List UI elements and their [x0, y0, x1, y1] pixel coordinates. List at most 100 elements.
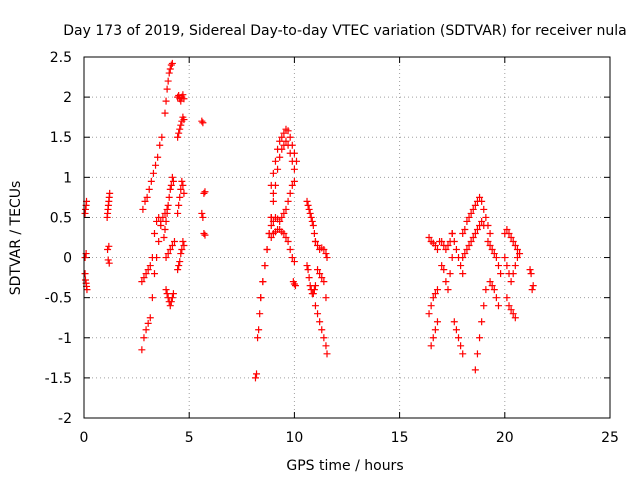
- data-point: [105, 259, 113, 267]
- y-tick-label: 1: [63, 170, 72, 186]
- data-point: [177, 121, 185, 129]
- series-arc-3h-mid: [138, 213, 165, 286]
- data-point: [290, 258, 298, 266]
- data-point: [177, 185, 185, 193]
- series-arc-20.3h-c: [503, 294, 519, 322]
- data-point: [442, 246, 450, 254]
- series-arc-9.5h-lower: [267, 225, 298, 266]
- data-point: [161, 225, 169, 233]
- series-arc-17.7h-a: [450, 318, 467, 358]
- data-point: [198, 117, 206, 125]
- data-point: [509, 238, 517, 246]
- data-point: [452, 246, 460, 254]
- data-point: [162, 217, 170, 225]
- data-point: [316, 318, 324, 326]
- data-point: [276, 153, 284, 161]
- data-point: [152, 161, 160, 169]
- data-point: [448, 229, 456, 237]
- y-tick-label: 0: [63, 251, 72, 267]
- series-arc-4h-lower: [162, 286, 177, 310]
- series-arc-18.5h-peak: [459, 193, 494, 237]
- data-point: [314, 310, 322, 318]
- data-point: [155, 238, 163, 246]
- data-point: [269, 169, 277, 177]
- data-point: [150, 270, 158, 278]
- data-point: [199, 213, 207, 221]
- data-point: [156, 141, 164, 149]
- data-point: [309, 221, 317, 229]
- data-point: [198, 209, 206, 217]
- data-point: [290, 280, 298, 288]
- series-arc-4.6h-d: [174, 238, 188, 274]
- data-point: [167, 298, 175, 306]
- data-point: [180, 189, 188, 197]
- data-point: [276, 137, 284, 145]
- data-point: [166, 185, 174, 193]
- data-point: [199, 119, 207, 127]
- data-point: [142, 326, 150, 334]
- y-tick-label: 0.5: [50, 210, 72, 226]
- data-point: [178, 246, 186, 254]
- data-point: [314, 242, 322, 250]
- chart-ticks: 0 5 10 15 20 25 -2 -1.5 -1 -0.5 0 0.5 1 1.5 2 2.5: [45, 50, 619, 446]
- series-arc-11.3h-a: [311, 238, 331, 262]
- series-arc-9.5h-mid: [267, 177, 298, 229]
- data-point: [200, 189, 208, 197]
- data-point: [427, 342, 435, 350]
- data-point: [459, 229, 467, 237]
- data-point: [180, 95, 188, 103]
- data-point: [142, 270, 150, 278]
- data-point: [146, 314, 154, 322]
- data-point: [471, 201, 479, 209]
- data-point: [444, 286, 452, 294]
- data-point: [267, 221, 275, 229]
- data-point: [455, 334, 463, 342]
- data-point: [174, 209, 182, 217]
- y-tick-label: -1: [58, 331, 72, 347]
- data-point: [507, 234, 515, 241]
- data-point: [304, 201, 312, 209]
- data-point: [528, 286, 536, 294]
- data-point: [513, 254, 521, 262]
- data-point: [463, 217, 471, 225]
- data-point: [308, 217, 316, 225]
- series-arc-11.3h-b: [311, 302, 331, 358]
- y-tick-label: -0.5: [45, 291, 72, 307]
- data-point: [160, 234, 168, 241]
- data-point: [286, 189, 294, 197]
- data-point: [318, 326, 326, 334]
- data-point: [320, 334, 328, 342]
- series-arc-5.7h-b: [198, 209, 209, 239]
- data-point: [269, 217, 277, 225]
- data-point: [147, 177, 155, 185]
- data-point: [161, 109, 169, 117]
- series-arc-16.5h-b: [425, 286, 441, 318]
- data-point: [255, 326, 263, 334]
- data-point: [282, 137, 290, 145]
- data-point: [323, 350, 331, 358]
- data-point: [166, 302, 174, 310]
- series-arc-0.1h-c: [81, 250, 90, 262]
- x-axis-label: GPS time / hours: [286, 458, 403, 474]
- data-point: [168, 59, 176, 67]
- data-point: [505, 302, 513, 310]
- data-point: [284, 238, 292, 246]
- data-point: [256, 310, 264, 318]
- data-point: [490, 286, 498, 294]
- data-point: [286, 133, 294, 141]
- data-point: [148, 254, 156, 262]
- data-point: [303, 262, 311, 270]
- data-point: [290, 177, 298, 185]
- data-point: [168, 242, 176, 250]
- data-point: [290, 165, 298, 173]
- data-point: [284, 141, 292, 149]
- data-point: [457, 262, 465, 270]
- data-point: [201, 188, 209, 196]
- x-tick-label: 25: [601, 430, 619, 446]
- data-point: [175, 201, 183, 209]
- series-arc-17.7h-b: [448, 229, 467, 278]
- series-arc-9.5h-peak: [267, 125, 301, 189]
- series-arc-16.5h-a: [425, 234, 441, 254]
- data-point: [104, 246, 112, 254]
- data-point: [465, 242, 473, 250]
